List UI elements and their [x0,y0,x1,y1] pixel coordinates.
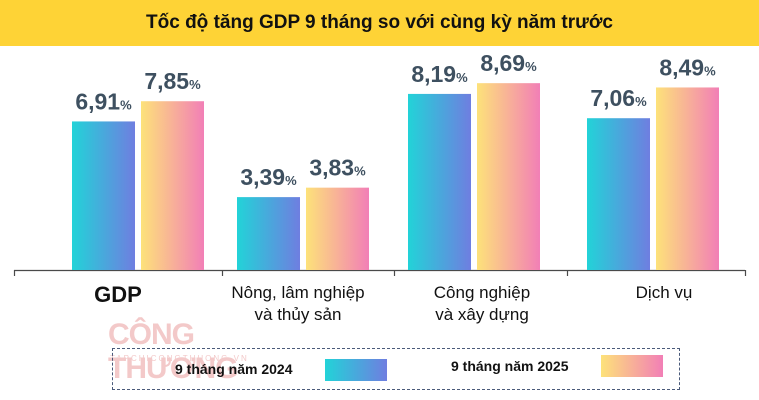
title-bar: Tốc độ tăng GDP 9 tháng so với cùng kỳ n… [0,0,759,46]
watermark: CÔNG THƯƠNG TAPCHICONGTHUONG.VN [108,318,308,385]
bar-2024-cat3 [587,118,650,271]
value-label-2025-cat1: 3,83% [309,155,366,181]
category-label-1: Nông, lâm nghiệp và thủy sản [231,283,364,324]
legend-label-2025: 9 tháng năm 2025 [451,358,569,374]
value-label-2024-cat2: 8,19% [411,61,468,87]
bar-chart: 6,91% 3,39% 8,19% 7,06% 7,85% 3,83% 8,69% 8,49%… [13,50,747,324]
category-label-2: Công nghiệp và xây dựng [434,283,530,324]
legend-swatch-2025 [601,355,663,377]
value-label-2025-cat3: 8,49% [659,54,716,80]
bar-2025-cat3 [656,87,719,270]
bar-2024-cat2 [408,93,471,270]
value-label-2024-cat0: 6,91% [75,88,132,114]
value-label-2025-cat2: 8,69% [480,50,537,76]
legend-swatch-2024 [325,359,387,381]
legend-label-2024: 9 tháng năm 2024 [175,361,293,377]
bar-2024-cat0 [72,121,135,270]
category-label-0: GDP [94,282,142,307]
category-label-3: Dịch vụ [636,283,693,302]
watermark-main: CÔNG THƯƠNG [108,318,238,385]
bar-2025-cat2 [477,83,540,270]
value-label-2024-cat3: 7,06% [590,85,647,111]
bar-2025-cat0 [141,101,204,270]
bar-2025-cat1 [306,187,369,270]
watermark-sub: TAPCHICONGTHUONG.VN [110,354,249,363]
bar-2024-cat1 [237,197,300,270]
value-label-2024-cat1: 3,39% [240,164,297,190]
legend: 9 tháng năm 2024 9 tháng năm 2025 [112,348,680,390]
value-label-2025-cat0: 7,85% [144,68,201,94]
chart-title: Tốc độ tăng GDP 9 tháng so với cùng kỳ n… [146,12,613,33]
